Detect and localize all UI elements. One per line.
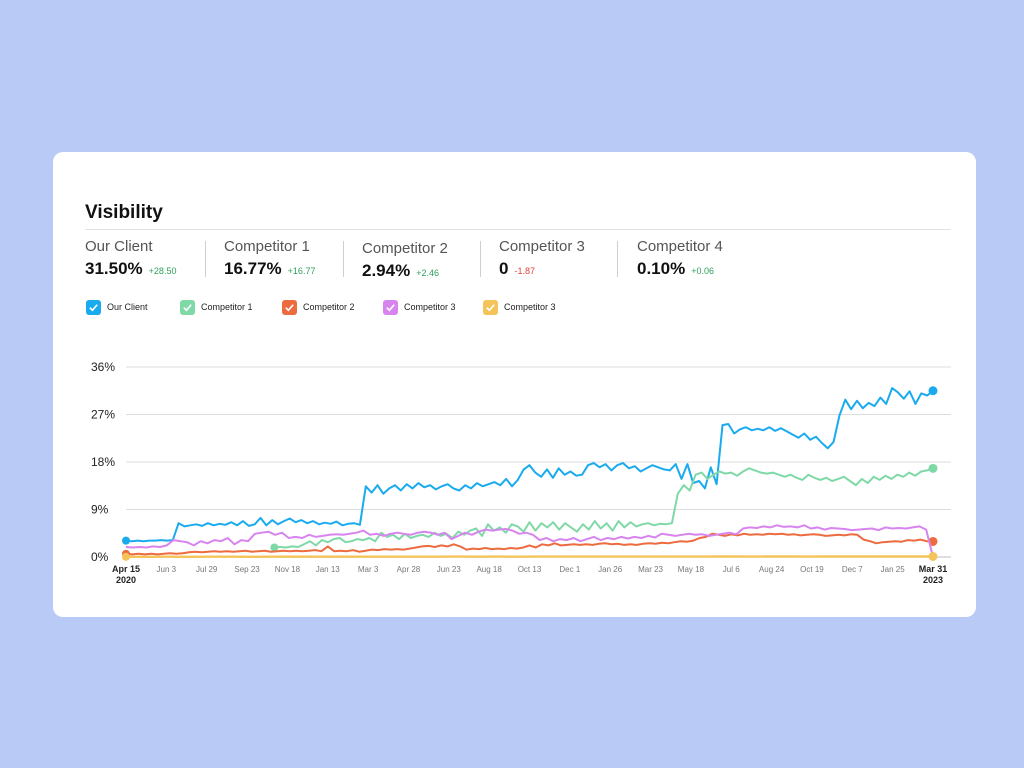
check-icon[interactable] — [483, 299, 498, 315]
x-tick-label: Jan 26 — [598, 565, 623, 574]
x-tick-label: Nov 18 — [275, 565, 301, 574]
x-tick-label: Dec 1 — [559, 565, 580, 574]
legend-competitor-3b[interactable]: Competitor 3 — [483, 299, 556, 315]
x-tick-label: Aug 18 — [476, 565, 502, 574]
check-icon[interactable] — [86, 299, 101, 315]
stat-our-client: Our Client 31.50% +28.50 — [85, 238, 176, 280]
stat-competitor-4: Competitor 4 0.10% +0.06 — [637, 238, 723, 280]
series-end-point — [928, 536, 938, 546]
stat-name: Competitor 4 — [637, 238, 723, 255]
legend-label: Competitor 3 — [404, 302, 456, 312]
x-tick-label: Oct 19 — [800, 565, 824, 574]
x-tick-label: Jan 13 — [316, 565, 341, 574]
stat-name: Competitor 2 — [362, 240, 448, 257]
legend-label: Our Client — [107, 302, 148, 312]
y-tick-label: 18% — [91, 455, 115, 469]
series-end-point — [928, 463, 938, 473]
x-tick-label: Aug 24 — [759, 565, 785, 574]
stat-delta: -1.87 — [514, 266, 535, 276]
series-line — [125, 387, 934, 543]
series-line — [125, 532, 934, 556]
y-tick-label: 36% — [91, 360, 115, 374]
x-tick-label: Dec 7 — [842, 565, 863, 574]
stat-separator — [205, 241, 206, 277]
stat-value: 31.50% — [85, 259, 143, 278]
legend-competitor-1[interactable]: Competitor 1 — [180, 299, 253, 315]
y-tick-label: 27% — [91, 408, 115, 422]
stat-separator — [343, 241, 344, 277]
stat-value: 2.94% — [362, 261, 411, 280]
y-tick-label: 9% — [91, 503, 109, 517]
x-tick-label: Apr 15 — [112, 564, 140, 574]
x-tick-label: 2023 — [923, 575, 943, 585]
series-start-point — [122, 536, 130, 545]
x-tick-label: May 18 — [678, 565, 705, 574]
stat-value: 16.77% — [224, 259, 282, 278]
check-icon[interactable] — [383, 299, 398, 315]
stat-separator — [617, 241, 618, 277]
stat-competitor-1: Competitor 1 16.77% +16.77 — [224, 238, 315, 280]
legend-label: Competitor 3 — [504, 302, 556, 312]
series-line — [125, 524, 934, 558]
stat-competitor-2: Competitor 2 2.94% +2.46 — [362, 240, 448, 282]
check-icon[interactable] — [282, 299, 297, 315]
stat-delta: +16.77 — [287, 266, 316, 276]
x-tick-label: Apr 28 — [397, 565, 421, 574]
stat-delta: +0.06 — [691, 266, 714, 276]
x-tick-label: Jun 23 — [437, 565, 462, 574]
card-title: Visibility — [85, 202, 163, 223]
visibility-card: Visibility Our Client 31.50% +28.50 Compe… — [53, 152, 976, 617]
stat-value: 0 — [499, 259, 509, 278]
series-end-point — [928, 551, 938, 561]
x-tick-label: Jul 6 — [723, 565, 740, 574]
legend-competitor-2[interactable]: Competitor 2 — [282, 299, 355, 315]
x-tick-label: Mar 31 — [919, 564, 948, 574]
stat-name: Competitor 3 — [499, 238, 585, 255]
x-tick-label: Jan 25 — [881, 565, 906, 574]
stat-delta: +2.46 — [416, 268, 439, 278]
title-divider — [85, 229, 951, 230]
x-tick-label: Mar 23 — [638, 565, 663, 574]
legend-competitor-3[interactable]: Competitor 3 — [383, 299, 456, 315]
stat-name: Our Client — [85, 238, 153, 255]
series-end-point — [928, 386, 938, 396]
x-tick-label: Jul 29 — [196, 565, 218, 574]
x-tick-label: Mar 3 — [358, 565, 379, 574]
x-tick-label: Oct 13 — [518, 565, 542, 574]
legend-our-client[interactable]: Our Client — [86, 299, 148, 315]
y-tick-label: 0% — [91, 550, 109, 564]
check-icon[interactable] — [180, 299, 195, 315]
x-tick-label: Jun 3 — [157, 565, 177, 574]
x-tick-label: 2020 — [116, 575, 136, 585]
series-start-point — [270, 543, 279, 552]
series-start-point — [122, 552, 130, 561]
stat-separator — [480, 241, 481, 277]
stat-delta: +28.50 — [148, 266, 177, 276]
legend-label: Competitor 2 — [303, 302, 355, 312]
stat-competitor-3: Competitor 3 0 -1.87 — [499, 238, 585, 280]
stat-value: 0.10% — [637, 259, 686, 278]
stat-name: Competitor 1 — [224, 238, 310, 255]
legend-label: Competitor 1 — [201, 302, 253, 312]
x-tick-label: Sep 23 — [234, 565, 260, 574]
